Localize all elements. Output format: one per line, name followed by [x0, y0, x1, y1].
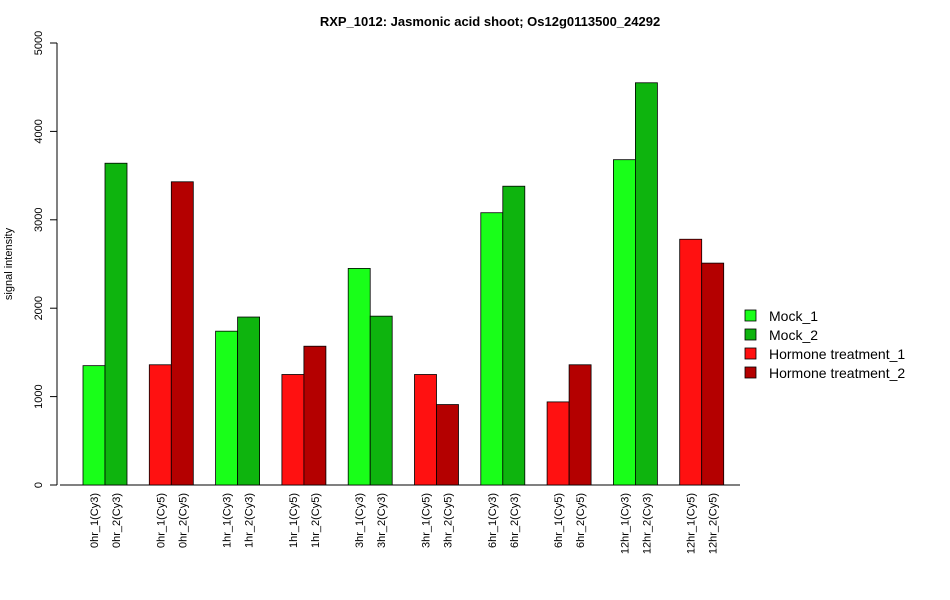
bar — [303, 345, 327, 486]
bar — [82, 365, 106, 486]
bar — [281, 374, 305, 486]
bar — [701, 262, 725, 486]
bar — [170, 181, 194, 486]
x-tick-label: 3hr_1(Cy5) — [421, 493, 433, 548]
x-tick-label: 6hr_1(Cy5) — [553, 493, 565, 548]
x-tick-label: 3hr_2(Cy3) — [376, 493, 388, 548]
y-tick-label: 5000 — [33, 31, 45, 55]
bar — [546, 401, 570, 486]
x-tick-label: 1hr_2(Cy3) — [244, 493, 256, 548]
bar — [679, 238, 703, 486]
x-tick-label: 12hr_1(Cy3) — [619, 493, 631, 554]
legend-label: Mock_2 — [769, 327, 818, 343]
x-tick-label: 1hr_1(Cy5) — [288, 493, 300, 548]
bar — [613, 159, 636, 486]
legend-label: Hormone treatment_2 — [769, 365, 905, 381]
x-tick-label: 6hr_2(Cy3) — [509, 493, 521, 548]
chart-title: RXP_1012: Jasmonic acid shoot; Os12g0113… — [320, 14, 660, 29]
bar — [237, 316, 261, 486]
x-tick-label: 0hr_1(Cy5) — [155, 493, 167, 548]
bar — [502, 185, 526, 486]
bar — [635, 82, 658, 486]
bar — [215, 330, 239, 486]
y-tick-label: 2000 — [33, 296, 45, 320]
legend-swatch — [744, 347, 757, 360]
bar — [148, 364, 172, 486]
y-tick-label: 3000 — [33, 208, 45, 232]
bar — [568, 364, 592, 486]
x-tick-label: 3hr_2(Cy5) — [443, 493, 455, 548]
legend-label: Hormone treatment_1 — [769, 346, 905, 362]
x-tick-label: 1hr_1(Cy3) — [222, 493, 234, 548]
y-tick-label: 0 — [33, 482, 45, 488]
x-tick-labels: 0hr_1(Cy3) 0hr_2(Cy3) 0hr_1(Cy5) 0hr_2(Cy5)… — [89, 493, 720, 554]
x-tick-label: 0hr_1(Cy3) — [89, 493, 101, 548]
x-tick-label: 0hr_2(Cy5) — [177, 493, 189, 548]
bar — [480, 212, 504, 486]
x-tick-label: 12hr_2(Cy3) — [641, 493, 653, 554]
bars-group — [82, 82, 725, 486]
x-tick-label: 12hr_2(Cy5) — [708, 493, 720, 554]
legend: Mock_1 Mock_2 Hormone treatment_1 Hormone t… — [744, 308, 905, 381]
legend-swatch — [744, 328, 757, 341]
y-axis: 0 1000 2000 3000 4000 5000 — [33, 31, 58, 488]
bar — [347, 268, 371, 486]
bar — [414, 374, 437, 486]
x-tick-label: 12hr_1(Cy5) — [686, 493, 698, 554]
bar — [436, 404, 459, 486]
legend-swatch — [744, 366, 757, 379]
x-tick-label: 6hr_1(Cy3) — [487, 493, 499, 548]
x-tick-label: 6hr_2(Cy5) — [575, 493, 587, 548]
y-axis-label: signal intensity — [3, 227, 15, 300]
x-tick-label: 0hr_2(Cy3) — [111, 493, 123, 548]
y-tick-label: 4000 — [33, 119, 45, 143]
legend-label: Mock_1 — [769, 308, 818, 324]
legend-swatch — [744, 309, 757, 322]
x-tick-label: 3hr_1(Cy3) — [354, 493, 366, 548]
x-tick-label: 1hr_2(Cy5) — [310, 493, 322, 548]
y-tick-label: 1000 — [33, 384, 45, 408]
bar — [369, 315, 393, 486]
bar — [104, 162, 128, 486]
